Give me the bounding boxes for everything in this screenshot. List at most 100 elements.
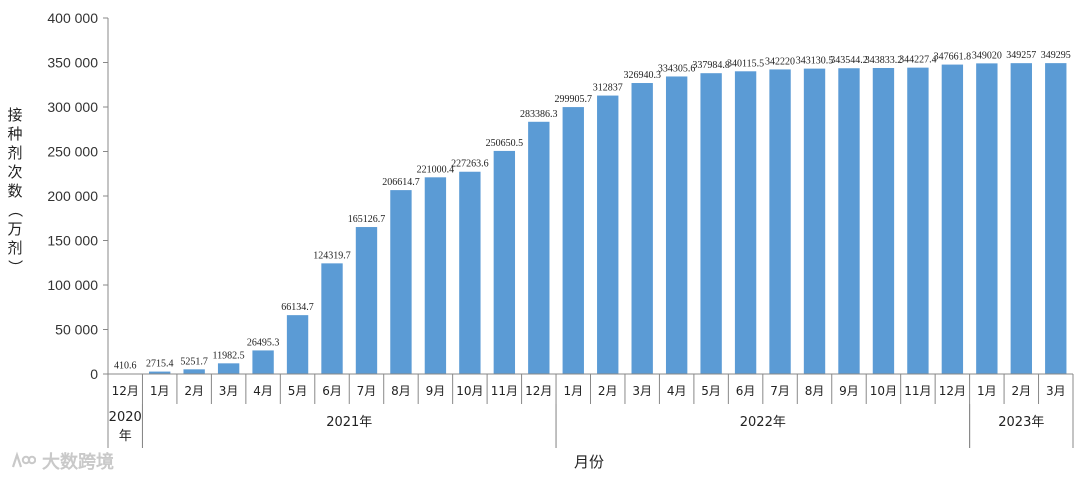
bar xyxy=(597,95,619,374)
data-label: 344227.4 xyxy=(899,55,937,66)
data-label: 5251.7 xyxy=(180,356,208,367)
category-label: 4月 xyxy=(253,384,273,398)
bar xyxy=(562,107,584,374)
category-label: 8月 xyxy=(805,384,825,398)
data-label: 347661.8 xyxy=(934,52,972,63)
watermark: 大数跨境 xyxy=(10,448,114,474)
bar xyxy=(1010,63,1032,375)
year-label: 2022年 xyxy=(740,415,786,430)
year-group-labels: 2020 年 2021年 2022年 2023年 xyxy=(109,410,1045,444)
data-label: 342220 xyxy=(765,56,795,67)
data-label: 349295 xyxy=(1041,50,1071,61)
y-axis-label-char: 万 xyxy=(7,220,22,238)
y-tick-label: 150 000 xyxy=(47,233,98,249)
category-label: 2月 xyxy=(184,384,204,398)
category-label: 7月 xyxy=(357,384,377,398)
data-label: 11982.5 xyxy=(213,350,245,361)
y-tick-label: 400 000 xyxy=(47,10,98,26)
category-label: 12月 xyxy=(525,384,552,398)
bar xyxy=(424,177,447,374)
data-label: 349257 xyxy=(1006,50,1036,61)
category-label: 11月 xyxy=(904,384,931,398)
watermark-logo-icon xyxy=(11,451,36,468)
bar xyxy=(286,315,309,374)
category-label: 1月 xyxy=(150,384,170,398)
bar xyxy=(631,83,653,374)
data-label: 66134.7 xyxy=(281,302,314,313)
category-labels: 12月 1月 2月 3月 4月 5月 6月 7月 8月 9月 10月 11月 12月 1月 2月 3月 4月 5月… xyxy=(112,384,1066,398)
category-label: 3月 xyxy=(632,384,652,398)
data-label: 343833.2 xyxy=(865,55,903,66)
data-label: 343130.5 xyxy=(796,56,834,67)
x-axis-label: 月份 xyxy=(574,453,604,471)
y-tick-label: 250 000 xyxy=(47,144,98,160)
category-label: 7月 xyxy=(770,384,790,398)
category-label: 2月 xyxy=(598,384,618,398)
data-label: 2715.4 xyxy=(146,359,174,370)
bar xyxy=(941,64,964,375)
bar xyxy=(700,73,722,374)
y-axis-label-char: 剂 xyxy=(7,144,22,162)
category-label: 9月 xyxy=(839,384,859,398)
bar xyxy=(183,369,205,374)
y-tick-label: 50 000 xyxy=(55,322,98,338)
category-label: 12月 xyxy=(112,384,139,398)
bar xyxy=(217,363,240,374)
year-label: 2020 xyxy=(109,410,142,425)
bar xyxy=(321,263,343,374)
data-label: 299905.7 xyxy=(555,94,593,105)
category-label: 2月 xyxy=(1011,384,1031,398)
bar xyxy=(769,69,791,375)
watermark-text: 大数跨境 xyxy=(42,452,114,473)
category-label: 5月 xyxy=(701,384,721,398)
data-label: 165126.7 xyxy=(348,214,386,225)
data-label: 410.6 xyxy=(114,361,137,372)
bar xyxy=(838,68,860,374)
y-tick-label: 300 000 xyxy=(47,99,98,115)
category-label: 6月 xyxy=(736,384,756,398)
category-label: 8月 xyxy=(391,384,411,398)
data-label: 343544.2 xyxy=(830,55,868,66)
category-label: 5月 xyxy=(288,384,308,398)
y-axis-label-char: ） xyxy=(6,259,24,274)
y-axis-label-char: 接 xyxy=(7,106,22,124)
bar xyxy=(665,76,688,374)
y-axis-label-char: 数 xyxy=(7,182,22,200)
bar xyxy=(252,350,274,374)
data-label: 283386.3 xyxy=(520,109,558,120)
bar xyxy=(528,121,550,374)
data-label: 221000.4 xyxy=(417,164,455,175)
y-axis-label-char: （ xyxy=(6,202,24,217)
bar xyxy=(734,71,757,374)
bar xyxy=(459,171,481,374)
y-tick-label: 350 000 xyxy=(47,55,98,71)
data-label: 206614.7 xyxy=(382,177,420,188)
category-label: 10月 xyxy=(870,384,897,398)
y-tick-label: 200 000 xyxy=(47,188,98,204)
data-label: 334305.6 xyxy=(658,63,696,74)
bar xyxy=(803,68,826,374)
bar xyxy=(907,67,929,375)
category-label: 1月 xyxy=(563,384,583,398)
y-tick-label: 100 000 xyxy=(47,277,98,293)
axes xyxy=(107,18,1074,448)
data-label: 337984.8 xyxy=(692,60,730,71)
category-label: 3月 xyxy=(219,384,239,398)
bar xyxy=(390,190,412,374)
data-label: 312837 xyxy=(593,83,623,94)
bar xyxy=(493,150,516,374)
category-label: 11月 xyxy=(491,384,518,398)
y-tick-label: 0 xyxy=(90,366,98,382)
bars xyxy=(114,63,1067,375)
bar xyxy=(1045,63,1067,375)
bar xyxy=(872,67,895,374)
data-label: 124319.7 xyxy=(313,250,351,261)
bar xyxy=(976,63,998,375)
data-label: 227263.6 xyxy=(451,159,489,170)
category-label: 4月 xyxy=(667,384,687,398)
category-label: 1月 xyxy=(977,384,997,398)
category-label: 6月 xyxy=(322,384,342,398)
